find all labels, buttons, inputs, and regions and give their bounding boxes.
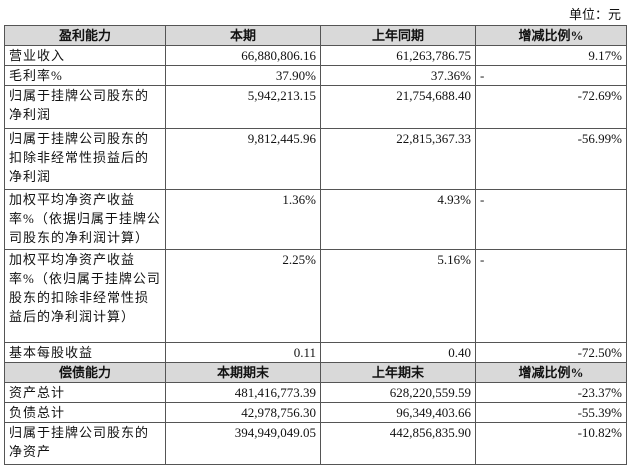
header-cell: 本期 xyxy=(165,25,321,46)
value-cell: 22,815,367.33 xyxy=(320,128,476,190)
label-line: 负债总计 xyxy=(9,405,66,420)
value-cell: 0.11 xyxy=(165,342,321,363)
row-label: 营业收入 xyxy=(4,45,166,66)
label-line: 基本每股收益 xyxy=(9,345,94,360)
header-cell: 盈利能力 xyxy=(4,25,166,46)
value-cell: 1.36% xyxy=(165,189,321,250)
value-cell: -23.37% xyxy=(475,382,627,403)
label-line: 净利润 xyxy=(9,169,52,184)
value-cell: 37.90% xyxy=(165,65,321,86)
value-cell: 37.36% xyxy=(320,65,476,86)
value-cell: -56.99% xyxy=(475,128,627,190)
value-cell: 9.17% xyxy=(475,45,627,66)
label-line: 归属于挂牌公司股东的 xyxy=(9,88,150,103)
label-line: 加权平均净资产收益 xyxy=(9,252,136,267)
data-row: 归属于挂牌公司股东的 净资产 394,949,049.05 442,856,835.9… xyxy=(4,422,627,465)
row-label: 加权平均净资产收益率%（依据归属于挂牌公 司股东的净利润计算） xyxy=(4,189,166,250)
header-cell: 本期期末 xyxy=(165,362,321,383)
value-cell: 9,812,445.96 xyxy=(165,128,321,190)
row-label: 归属于挂牌公司股东的 净利润 xyxy=(4,85,166,129)
value-cell: 4.93% xyxy=(320,189,476,250)
label-line: 归属于挂牌公司股东的 xyxy=(9,425,150,440)
value-cell: 442,856,835.90 xyxy=(320,422,476,465)
header-cell: 上年同期 xyxy=(320,25,476,46)
label-line: 股东的扣除非经常性损 xyxy=(9,290,150,305)
label-line: 司股东的净利润计算） xyxy=(9,230,150,245)
label-line: 扣除非经常性损益后的 xyxy=(9,150,150,165)
value-cell: 21,754,688.40 xyxy=(320,85,476,129)
label-line: 归属于挂牌公司股东的 xyxy=(9,131,150,146)
data-row: 负债总计 42,978,756.30 96,349,403.66 -55.39% xyxy=(4,402,627,423)
value-cell: 96,349,403.66 xyxy=(320,402,476,423)
row-label: 归属于挂牌公司股东的 扣除非经常性损益后的 净利润 xyxy=(4,128,166,190)
value-cell: -55.39% xyxy=(475,402,627,423)
header-row: 偿债能力 本期期末 上年期末 增减比例% xyxy=(4,362,627,383)
value-cell: 61,263,786.75 xyxy=(320,45,476,66)
data-row: 基本每股收益 0.11 0.40 -72.50% xyxy=(4,342,627,363)
value-cell: -10.82% xyxy=(475,422,627,465)
value-cell: 481,416,773.39 xyxy=(165,382,321,403)
value-cell: 42,978,756.30 xyxy=(165,402,321,423)
row-label: 基本每股收益 xyxy=(4,342,166,363)
label-line: 加权平均净资产收益 xyxy=(9,192,136,207)
value-cell: 5.16% xyxy=(320,249,476,343)
value-cell: 5,942,213.15 xyxy=(165,85,321,129)
label-line: 净资产 xyxy=(9,444,52,459)
row-label: 毛利率% xyxy=(4,65,166,86)
label-line: 率%（依归属于挂牌公司 xyxy=(9,271,161,286)
value-cell: - xyxy=(475,249,627,343)
label-line: 毛利率% xyxy=(9,68,63,83)
value-cell: -72.50% xyxy=(475,342,627,363)
row-label: 负债总计 xyxy=(4,402,166,423)
label-line: 资产总计 xyxy=(9,385,66,400)
data-row: 加权平均净资产收益 率%（依据归属于挂牌公 司股东的净利润计算） 1.36% 4.93%… xyxy=(4,189,627,250)
header-cell: 上年期末 xyxy=(320,362,476,383)
value-cell: -72.69% xyxy=(475,85,627,129)
value-cell: 66,880,806.16 xyxy=(165,45,321,66)
data-row: 加权平均净资产收益 率%（依归属于挂牌公司 股东的扣除非经常性损 益后的净利润计算） 2… xyxy=(4,249,627,343)
header-cell: 增减比例% xyxy=(475,25,627,46)
value-cell: 394,949,049.05 xyxy=(165,422,321,465)
header-cell: 增减比例% xyxy=(475,362,627,383)
row-label: 加权平均净资产收益率%（依归属于挂牌公司 股东的扣除非经常性损 益后的净利润计算） xyxy=(4,249,166,343)
data-row: 归属于挂牌公司股东的 扣除非经常性损益后的 净利润 9,812,445.96 22,81… xyxy=(4,128,627,190)
data-row: 营业收入 66,880,806.16 61,263,786.75 9.17% xyxy=(4,45,627,66)
row-label: 归属于挂牌公司股东的 净资产 xyxy=(4,422,166,465)
value-cell: 0.40 xyxy=(320,342,476,363)
value-cell: - xyxy=(475,65,627,86)
financial-table: 盈利能力 本期 上年同期 增减比例% 营业收入 66,880,806.16 61,263,7… xyxy=(4,25,627,465)
header-cell: 偿债能力 xyxy=(4,362,166,383)
value-cell: 628,220,559.59 xyxy=(320,382,476,403)
row-label: 资产总计 xyxy=(4,382,166,403)
value-cell: 2.25% xyxy=(165,249,321,343)
label-line: 益后的净利润计算） xyxy=(9,309,136,324)
data-row: 资产总计 481,416,773.39 628,220,559.59 -23.37% xyxy=(4,382,627,403)
label-line: 营业收入 xyxy=(9,48,66,63)
label-line: 净利润 xyxy=(9,107,52,122)
unit-label: 单位：元 xyxy=(568,7,621,22)
data-row: 归属于挂牌公司股东的 净利润 5,942,213.15 21,754,688.40 -7… xyxy=(4,85,627,129)
data-row: 毛利率% 37.90% 37.36% - xyxy=(4,65,627,86)
value-cell: - xyxy=(475,189,627,250)
header-row: 盈利能力 本期 上年同期 增减比例% xyxy=(4,25,627,46)
label-line: 率%（依据归属于挂牌公 xyxy=(9,211,161,226)
